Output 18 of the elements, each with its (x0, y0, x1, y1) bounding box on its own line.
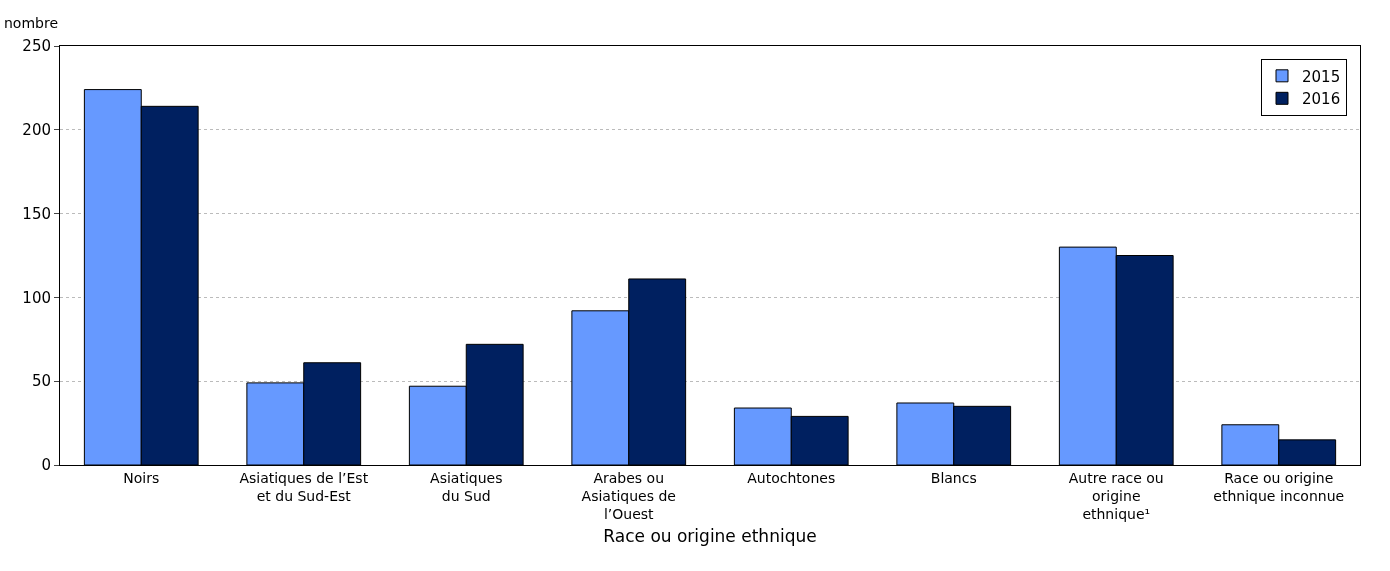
y-tick-label: 0 (41, 456, 51, 475)
legend-label: 2016 (1302, 90, 1341, 109)
x-tick-label: Asiatiques de l’Est et du Sud-Est (239, 469, 369, 504)
y-tick-label: 200 (22, 121, 51, 140)
y-axis-title: nombre (4, 15, 59, 31)
y-tick-label: 50 (31, 372, 51, 391)
x-tick-label: Autre race ou origine ethnique¹ (1068, 469, 1164, 523)
x-tick-label: Race ou origine ethnique inconnue (1213, 469, 1345, 504)
y-tick-label: 100 (22, 288, 51, 307)
x-axis-title: Race ou origine ethnique (603, 525, 817, 546)
x-tick-label: Noirs (123, 469, 160, 486)
y-tick-label: 150 (22, 204, 51, 223)
x-tick-label: Asiatiques du Sud (430, 469, 503, 504)
legend-label: 2015 (1302, 67, 1341, 86)
x-tick-label: Blancs (930, 469, 977, 486)
x-tick-label: Arabes ou Asiatiques de l’Ouest (581, 469, 676, 523)
x-tick-label: Autochtones (747, 469, 836, 486)
y-tick-label: 250 (22, 37, 51, 56)
